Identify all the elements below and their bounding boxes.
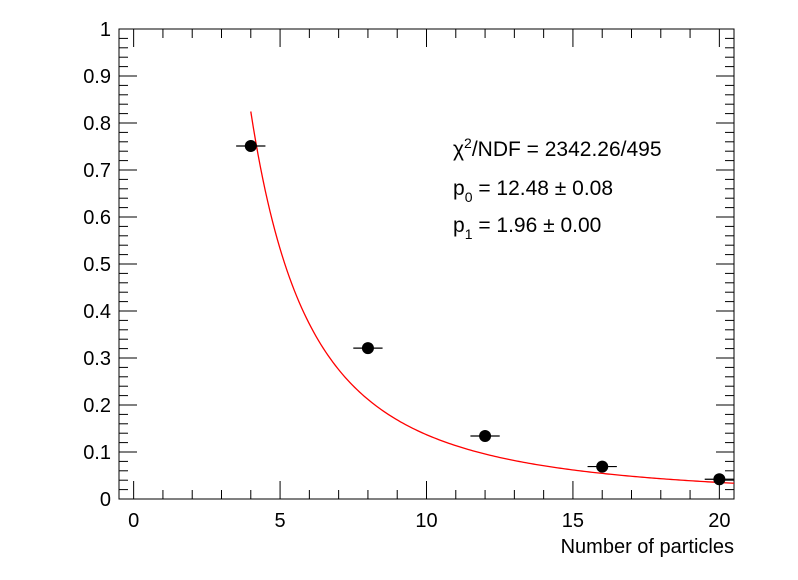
data-point [596, 460, 609, 473]
fit-stats-box: χ2/NDF = 2342.26/495 p0 = 12.48 ± 0.08 p… [453, 135, 662, 242]
y-tick-label: 0.6 [83, 207, 111, 229]
data-point [361, 342, 374, 355]
x-tick-label: 0 [128, 510, 139, 532]
p0-value: = 12.48 ± 0.08 [472, 177, 613, 200]
data-point [244, 140, 257, 153]
y-tick-label: 0.7 [83, 160, 111, 182]
chi2-symbol: χ [453, 138, 464, 161]
data-point [479, 430, 492, 443]
y-tick-label: 0 [100, 489, 111, 511]
y-tick-label: 0.2 [83, 395, 111, 417]
data-point [713, 473, 726, 486]
y-tick-label: 0.5 [83, 254, 111, 276]
x-tick-label: 20 [708, 510, 730, 532]
fit-layer [250, 111, 735, 484]
p1-value: = 1.96 ± 0.00 [472, 214, 601, 237]
chi2-ndf-value: /NDF = 2342.26/495 [472, 138, 662, 161]
plot-frame [118, 28, 735, 500]
y-tick-label: 1 [100, 19, 111, 41]
y-tick-label: 0.1 [83, 442, 111, 464]
p1-text: p1 = 1.96 ± 0.00 [453, 214, 601, 242]
ticks-layer: 00.10.20.30.40.50.60.70.80.910 5 10 15 20 [83, 19, 734, 532]
chi2-ndf-text: χ2/NDF = 2342.26/495 [453, 135, 662, 161]
fit-curve [250, 111, 735, 484]
p1-subscript: 1 [465, 226, 473, 242]
p0-symbol: p [453, 177, 465, 200]
points-layer [236, 140, 734, 486]
y-tick-label: 0.9 [83, 66, 111, 88]
y-tick-label: 0.4 [83, 301, 111, 323]
x-axis-title: Number of particles [561, 536, 734, 558]
y-tick-label: 0.3 [83, 348, 111, 370]
p0-text: p0 = 12.48 ± 0.08 [453, 177, 613, 205]
p0-subscript: 0 [465, 189, 473, 205]
p1-symbol: p [453, 214, 465, 237]
x-tick-label: 10 [415, 510, 437, 532]
y-tick-label: 0.8 [83, 113, 111, 135]
x-tick-label: 15 [562, 510, 584, 532]
x-tick-label: 5 [275, 510, 286, 532]
chi2-superscript: 2 [464, 135, 472, 151]
